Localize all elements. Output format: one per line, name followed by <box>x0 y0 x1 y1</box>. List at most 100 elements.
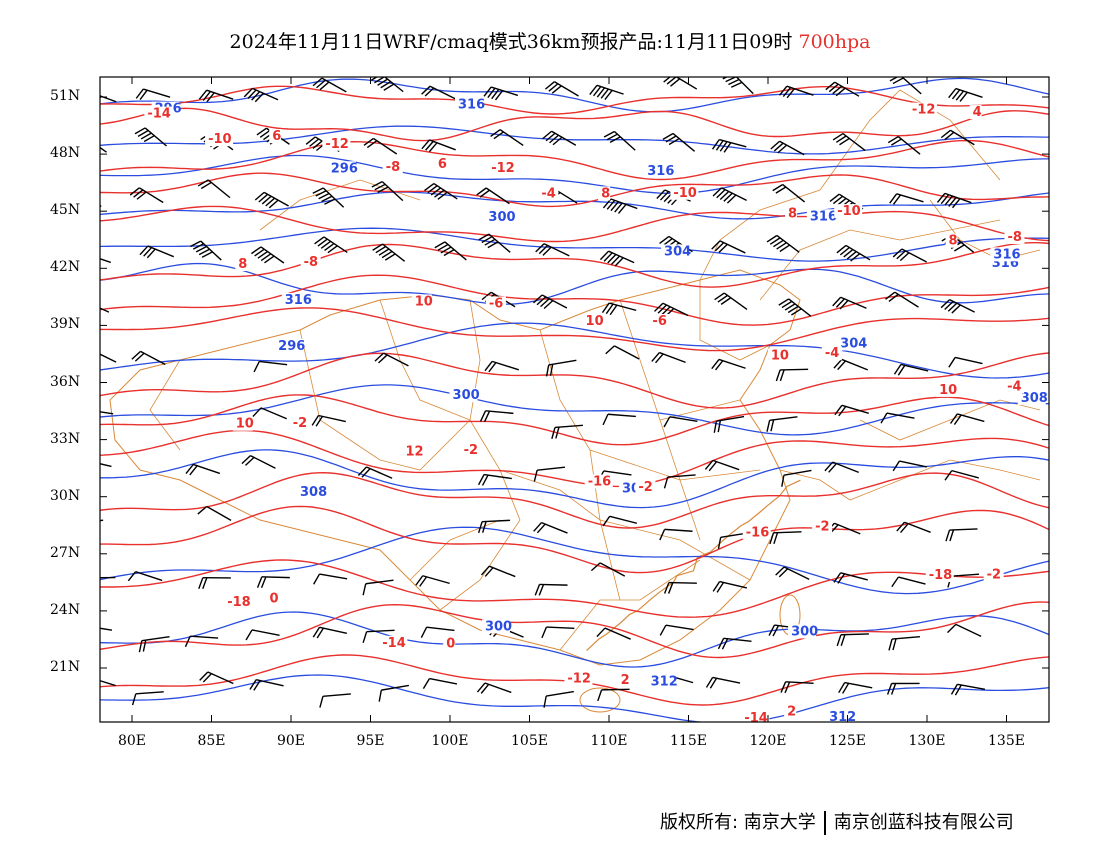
wind-barb <box>477 519 511 534</box>
barb-feather <box>75 299 83 311</box>
barb-staff <box>543 243 570 257</box>
barb-staff <box>665 624 694 631</box>
barb-staff <box>845 244 871 261</box>
temperature-label: 10 <box>771 349 789 364</box>
height-contour <box>100 322 1049 379</box>
barb-feather <box>243 87 253 98</box>
wind-barb <box>533 521 568 534</box>
barb-feather <box>779 369 785 382</box>
barb-feather <box>718 243 728 254</box>
wind-barb <box>253 360 288 373</box>
barb-feather <box>791 308 802 316</box>
barb-feather <box>245 629 253 641</box>
barb-feather <box>543 300 554 309</box>
barb-staff <box>842 133 866 152</box>
barb-feather <box>259 129 271 138</box>
barb-feather <box>83 348 91 360</box>
barb-feather <box>533 294 543 304</box>
temperature-label: 10 <box>586 314 604 329</box>
wind-barb <box>770 140 805 156</box>
wind-barb <box>832 132 866 152</box>
barb-staff <box>260 407 288 420</box>
barb-feather <box>944 470 953 481</box>
barb-feather <box>944 300 954 310</box>
temperature-label-bg <box>635 479 656 494</box>
temperature-label: -4 <box>541 186 555 201</box>
height-label: 296 <box>331 161 358 176</box>
wind-barb <box>100 576 116 579</box>
wind-barb <box>599 250 635 267</box>
wind-barb <box>949 413 985 425</box>
barb-feather <box>940 299 951 309</box>
barb-feather <box>249 679 257 690</box>
wind-barb <box>243 87 279 103</box>
wind-barb <box>100 676 116 687</box>
barb-feather <box>327 245 338 254</box>
barb-feather <box>773 142 784 152</box>
barb-feather <box>316 627 325 639</box>
barb-feather <box>493 131 504 140</box>
temperature-label-bg <box>382 160 403 175</box>
province-boundary <box>439 519 521 611</box>
barb-staff <box>894 291 919 308</box>
barb-staff <box>138 187 164 204</box>
height-label-bg <box>481 619 510 634</box>
barb-staff <box>949 528 978 531</box>
temperature-label: -10 <box>837 204 861 219</box>
barb-feather <box>202 91 212 102</box>
barb-staff <box>322 693 351 697</box>
wind-barb <box>936 192 972 209</box>
barb-feather <box>662 132 674 140</box>
wind-barb <box>892 460 927 472</box>
barb-staff <box>949 299 975 313</box>
wind-barb <box>663 474 696 489</box>
barb-feather <box>766 234 778 243</box>
barb-staff <box>100 459 112 468</box>
lat-label: 33N <box>50 430 81 447</box>
wind-barb <box>780 681 814 694</box>
temperature-contour <box>100 601 1049 659</box>
barb-feather <box>79 301 87 313</box>
wind-barb <box>363 137 398 155</box>
wind-barb <box>888 636 920 651</box>
wind-barb <box>249 678 284 691</box>
barb-feather <box>494 90 504 101</box>
barb-staff <box>834 81 860 97</box>
height-contour <box>100 227 1049 262</box>
barb-feather <box>784 303 796 311</box>
barb-feather <box>548 83 559 92</box>
temperature-contour <box>100 139 1049 181</box>
barb-feather <box>378 354 388 364</box>
barb-feather <box>711 139 720 150</box>
barb-feather <box>728 78 740 86</box>
wind-barb <box>311 414 346 427</box>
barb-feather <box>719 141 728 152</box>
barb-staff <box>206 89 234 100</box>
wind-barb <box>589 84 624 100</box>
barb-feather <box>614 257 624 267</box>
barb-feather <box>605 345 615 355</box>
temperature-contour <box>100 307 1049 352</box>
wind-barb <box>662 132 696 152</box>
barb-staff <box>381 684 410 691</box>
barb-feather <box>477 521 483 534</box>
barb-staff <box>951 469 979 479</box>
barb-staff <box>100 135 107 153</box>
temperature-label: 8 <box>601 186 610 201</box>
temperature-label: 0 <box>446 636 455 651</box>
height-label: 312 <box>829 710 856 725</box>
barb-feather <box>786 88 795 99</box>
barb-feather <box>709 677 718 689</box>
barb-feather <box>199 671 209 681</box>
wind-barb <box>199 671 234 685</box>
barb-staff <box>263 191 289 207</box>
barb-staff <box>782 183 806 203</box>
wind-barb <box>477 473 512 486</box>
barb-feather <box>320 240 332 249</box>
barb-feather <box>705 677 714 688</box>
temperature-label-bg <box>488 161 517 176</box>
barb-feather <box>897 365 906 376</box>
province-boundary <box>589 449 761 481</box>
barb-feather <box>719 190 730 201</box>
temperature-contour <box>100 471 1049 529</box>
